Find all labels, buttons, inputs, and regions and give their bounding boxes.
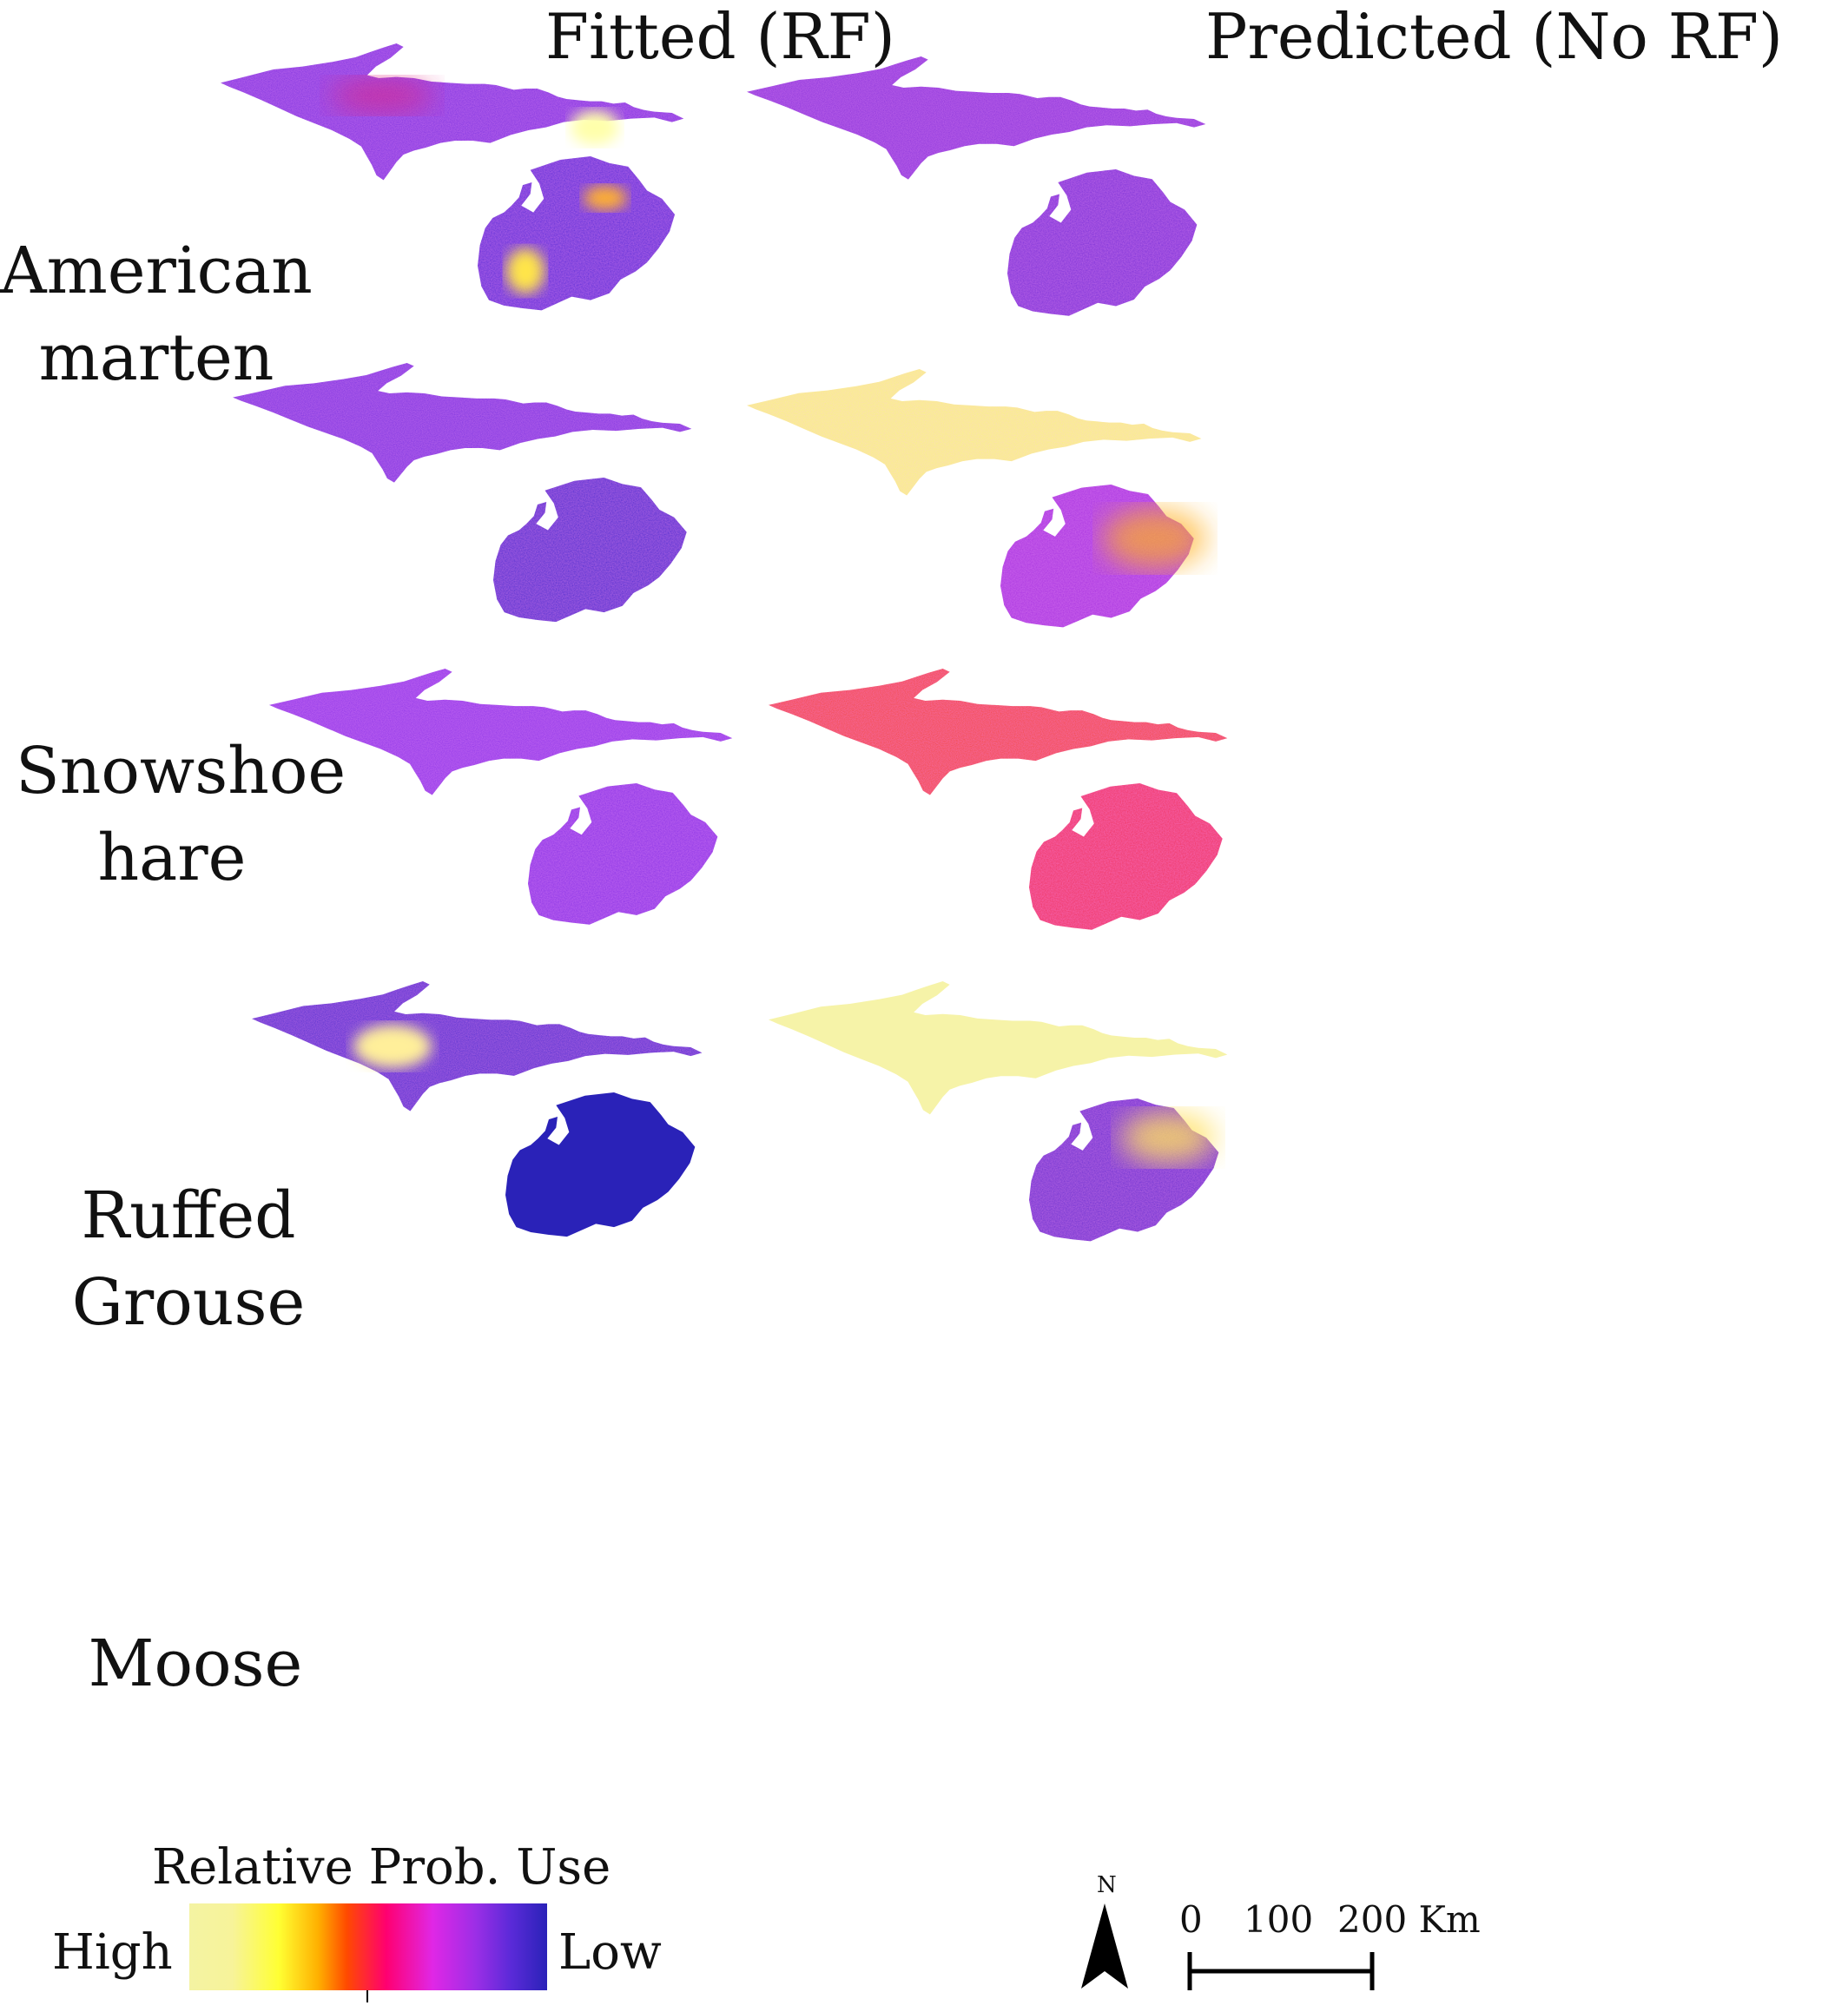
row-label-ruffed-grouse: Ruffed Grouse	[32, 1172, 345, 1346]
column-header-predicted: Predicted (No RF)	[1205, 0, 1784, 73]
map-fitted-american-marten	[221, 43, 683, 310]
north-arrow-icon	[1081, 1903, 1128, 1989]
legend-color-bar	[189, 1903, 547, 1990]
legend-low-label: Low	[558, 1924, 662, 1981]
hotspot-glow	[506, 248, 544, 294]
row-label-line2: Grouse	[71, 1265, 306, 1340]
scale-label-200: 200 Km	[1337, 1898, 1481, 1941]
row-label-snowshoe-hare: Snowshoe hare	[16, 728, 346, 901]
map-predicted-ruffed-grouse	[769, 669, 1227, 930]
hotspot-glow	[353, 1025, 432, 1068]
hotspot-glow	[330, 78, 434, 113]
map-predicted-moose	[769, 981, 1227, 1241]
row-label-line2: hare	[97, 821, 247, 895]
legend-title: Relative Prob. Use	[152, 1839, 611, 1896]
hotspot-glow	[584, 186, 627, 210]
row-label-line2: marten	[38, 320, 274, 395]
map-fitted-snowshoe-hare	[233, 363, 691, 622]
hotspot-glow	[1120, 1112, 1216, 1164]
map-fitted-ruffed-grouse	[269, 669, 732, 925]
map-predicted-snowshoe-hare	[747, 369, 1207, 627]
column-header-fitted: Fitted (RF)	[545, 0, 895, 73]
row-label-line1: Moose	[88, 1626, 303, 1701]
scale-bar	[1187, 1952, 1375, 1990]
legend-high-label: High	[52, 1924, 173, 1981]
row-label-moose: Moose	[39, 1620, 352, 1707]
row-label-american-marten: American marten	[0, 228, 313, 401]
row-label-line1: Snowshoe	[16, 734, 346, 808]
scale-label-0: 0	[1179, 1898, 1203, 1941]
row-label-line1: Ruffed	[81, 1178, 296, 1253]
row-label-line1: American	[0, 234, 313, 308]
scale-label-100: 100	[1244, 1898, 1314, 1941]
hotspot-glow	[571, 110, 619, 145]
north-label: N	[1097, 1872, 1117, 1898]
legend-tick	[366, 1990, 368, 2002]
map-predicted-american-marten	[747, 56, 1205, 316]
hotspot-glow	[1103, 508, 1207, 569]
map-fitted-moose	[252, 981, 702, 1237]
